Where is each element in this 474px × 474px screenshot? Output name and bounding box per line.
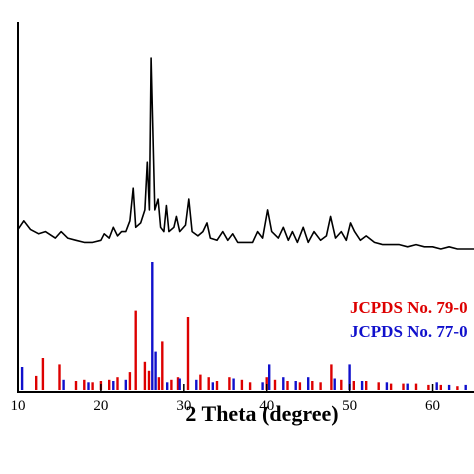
reference-bars-blue	[20, 262, 467, 390]
x-tick-label-60: 60	[425, 398, 440, 414]
x-tick-label-50: 50	[342, 398, 357, 414]
x-tick-label-30: 30	[176, 398, 191, 414]
x-axis-title: 2 Theta (degree)	[185, 401, 338, 426]
reference-bars-red	[35, 310, 459, 390]
legend-entry-red: JCPDS No. 79-0	[350, 298, 468, 317]
x-tick-label-40: 40	[259, 398, 274, 414]
x-tick-label-20: 20	[93, 398, 108, 414]
xrd-pattern-line	[17, 57, 474, 250]
legend-entry-blue: JCPDS No. 77-0	[350, 322, 468, 341]
x-tick-label-10: 10	[11, 398, 26, 414]
x-axis-ticks: 10 20 30 40 50 60	[11, 384, 440, 414]
